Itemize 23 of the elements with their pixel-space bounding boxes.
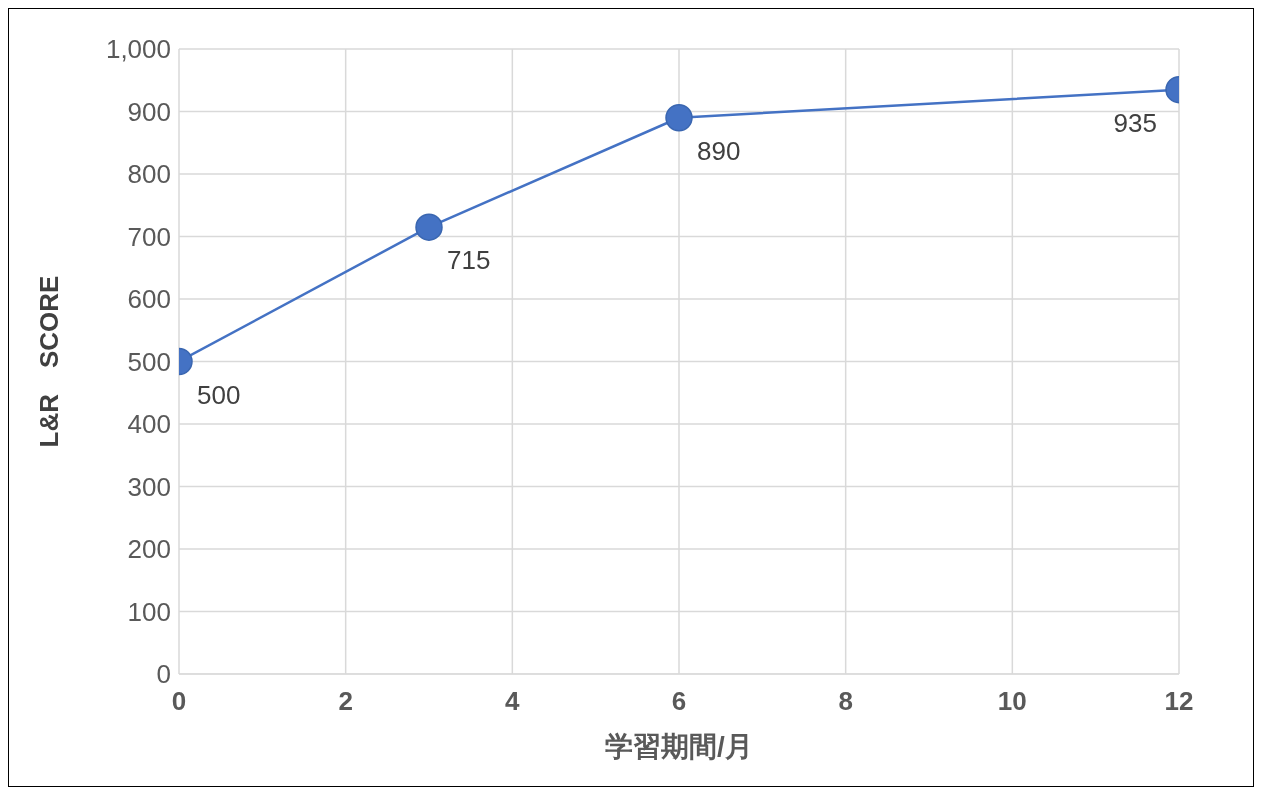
x-tick-label: 2	[338, 686, 353, 717]
y-tick-label: 100	[127, 596, 171, 627]
x-tick-label: 12	[1164, 686, 1194, 717]
y-tick-label: 900	[127, 96, 171, 127]
x-tick-label: 4	[505, 686, 521, 717]
y-tick-label: 500	[127, 346, 171, 377]
data-label: 935	[1113, 107, 1157, 138]
x-tick-label: 8	[838, 686, 853, 717]
y-tick-label: 0	[156, 659, 171, 690]
y-tick-label: 600	[127, 284, 171, 315]
data-label: 890	[697, 135, 741, 166]
y-tick-label: 1,000	[105, 34, 171, 65]
x-tick-label: 10	[997, 686, 1027, 717]
x-axis-title: 学習期間/月	[605, 731, 753, 762]
y-tick-label: 700	[127, 221, 171, 252]
y-tick-label: 400	[127, 409, 171, 440]
x-tick-label: 6	[671, 686, 687, 717]
data-label: 715	[447, 245, 491, 276]
y-tick-label: 200	[127, 534, 171, 565]
data-label: 500	[197, 379, 241, 410]
y-tick-label: 300	[127, 471, 171, 502]
y-tick-label: 800	[127, 159, 171, 190]
y-axis-title: L&R SCORE	[34, 275, 65, 448]
